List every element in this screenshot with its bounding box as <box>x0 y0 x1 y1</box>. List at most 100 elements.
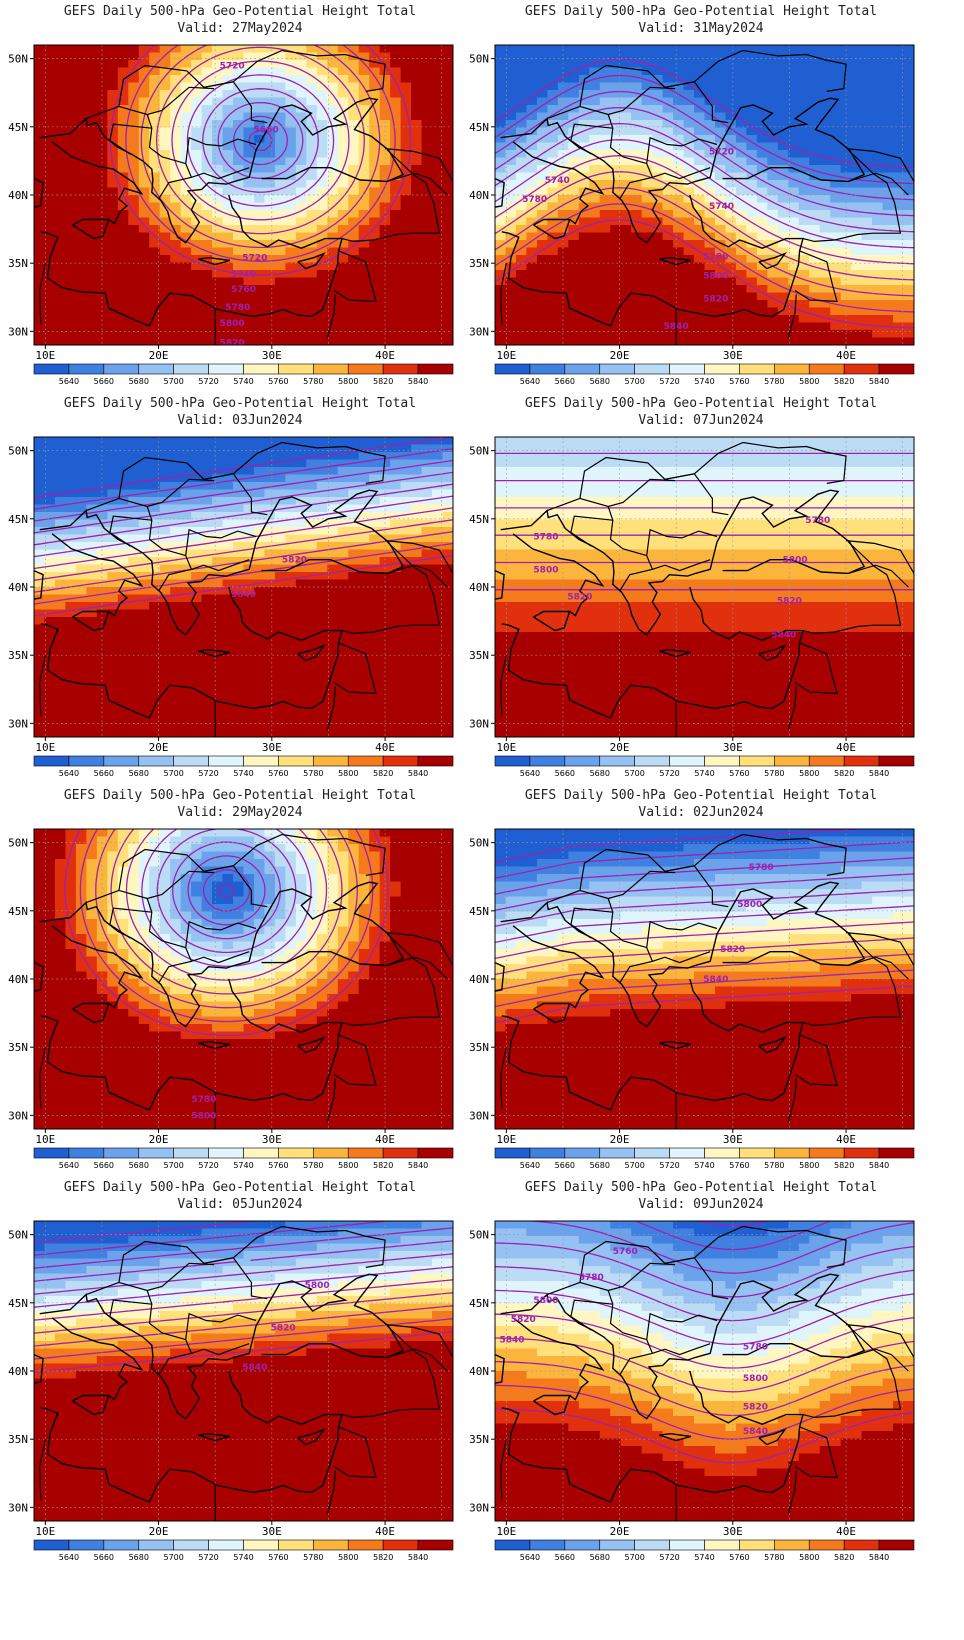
field-cell <box>96 180 108 189</box>
field-cell <box>358 307 370 316</box>
field-cell <box>358 172 370 181</box>
field-cell <box>264 1069 276 1078</box>
field-cell <box>358 452 370 461</box>
field-cell <box>421 542 433 551</box>
coastline <box>39 97 405 244</box>
field-cell <box>243 247 255 256</box>
field-cell <box>400 315 412 324</box>
field-cell <box>295 572 307 581</box>
field-cell <box>390 911 402 920</box>
colorbar-swatch <box>382 363 419 375</box>
field-cell <box>316 150 328 159</box>
field-cell <box>327 97 339 106</box>
field-cell <box>86 157 98 166</box>
field-cell <box>191 949 203 958</box>
field-cell <box>400 707 412 716</box>
field-cell <box>285 639 297 648</box>
field-cell <box>54 911 67 920</box>
field-cell <box>180 926 192 935</box>
field-cell <box>337 315 349 324</box>
field-cell <box>411 112 423 121</box>
field-cell <box>107 579 119 588</box>
field-cell <box>421 699 433 708</box>
field-cell <box>421 971 433 980</box>
field-cell <box>180 255 192 264</box>
field-cell <box>96 512 108 521</box>
field-cell <box>348 292 360 301</box>
field-cell <box>264 337 276 345</box>
field-cell <box>191 557 203 566</box>
field-cell <box>54 594 67 603</box>
field-cell <box>149 919 161 928</box>
field-cell <box>432 557 444 566</box>
field-cell <box>96 594 108 603</box>
field-cell <box>432 322 444 331</box>
field-cell <box>212 692 224 701</box>
field-cell <box>264 617 276 626</box>
field-cell <box>159 684 171 693</box>
field-cell <box>295 60 307 69</box>
contour-label: 5780 <box>225 303 250 313</box>
field-cell <box>379 647 391 656</box>
field-cell <box>44 202 56 211</box>
field-cell <box>212 684 224 693</box>
field-cell <box>316 195 328 204</box>
field-cell <box>212 247 224 256</box>
field-cell <box>295 934 307 943</box>
field-cell <box>212 1076 224 1085</box>
field-cell <box>233 202 245 211</box>
field-cell <box>337 851 349 860</box>
field-cell <box>138 127 150 136</box>
field-cell <box>243 142 255 151</box>
field-cell <box>191 195 203 204</box>
field-cell <box>348 1121 360 1129</box>
field-cell <box>54 699 67 708</box>
field-cell <box>86 919 98 928</box>
field-cell <box>243 896 255 905</box>
field-cell <box>379 1061 391 1070</box>
field-cell <box>180 1016 192 1025</box>
field-cell <box>306 489 318 498</box>
field-cell <box>149 467 161 476</box>
field-cell <box>243 527 255 536</box>
field-cell <box>264 322 276 331</box>
field-cell <box>34 874 46 883</box>
field-cell <box>306 135 318 144</box>
field-cell <box>54 836 67 845</box>
field-cell <box>253 534 266 543</box>
field-cell <box>138 542 150 551</box>
field-cell <box>86 881 98 890</box>
field-cell <box>233 1114 245 1123</box>
field-cell <box>295 135 307 144</box>
field-cell <box>400 1069 412 1078</box>
field-cell <box>285 467 297 476</box>
field-cell <box>379 1016 391 1025</box>
field-cell <box>369 617 381 626</box>
field-cell <box>400 1099 412 1108</box>
field-cell <box>138 444 150 453</box>
field-cell <box>411 82 423 91</box>
field-cell <box>358 247 370 256</box>
field-cell <box>65 654 77 663</box>
field-cell <box>222 187 234 196</box>
field-cell <box>327 527 339 536</box>
field-cell <box>421 90 433 99</box>
field-cell <box>264 444 276 453</box>
field-cell <box>348 896 360 905</box>
field-cell <box>222 911 234 920</box>
field-cell <box>65 956 77 965</box>
field-cell <box>128 232 140 241</box>
field-cell <box>243 714 255 723</box>
field-cell <box>285 157 297 166</box>
field-cell <box>233 120 245 129</box>
field-cell <box>358 1076 370 1085</box>
field-cell <box>306 904 318 913</box>
field-cell <box>348 90 360 99</box>
field-cell <box>65 82 77 91</box>
field-cell <box>243 1076 255 1085</box>
field-cell <box>44 579 56 588</box>
field-cell <box>34 489 46 498</box>
field-cell <box>337 639 349 648</box>
field-cell <box>75 1091 87 1100</box>
field-cell <box>348 337 360 345</box>
